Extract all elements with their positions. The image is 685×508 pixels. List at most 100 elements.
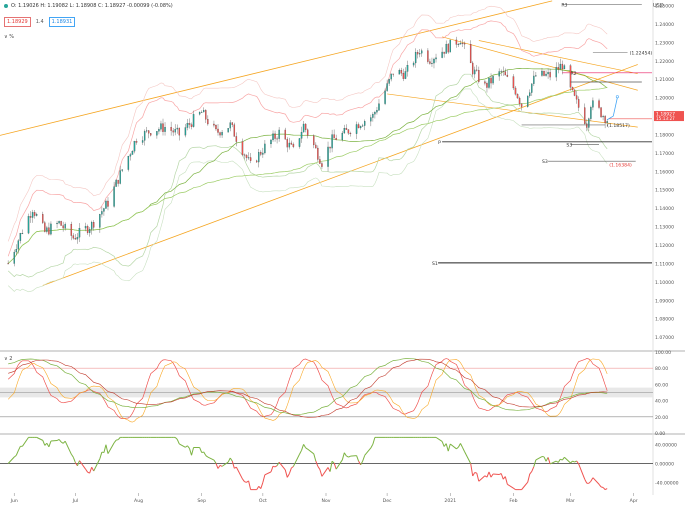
candle-body-152 bbox=[443, 51, 445, 54]
candle-body-14 bbox=[48, 227, 50, 235]
candle-body-207 bbox=[600, 107, 602, 118]
candle-body-15 bbox=[50, 223, 52, 235]
candle-body-75 bbox=[221, 132, 223, 136]
last-price-countdown: 15:13:27 bbox=[656, 116, 675, 121]
candle-body-87 bbox=[258, 152, 260, 163]
price-tick-label-9: 1.16000 bbox=[655, 169, 674, 175]
momentum-segment-165 bbox=[476, 473, 480, 482]
candle-body-128 bbox=[374, 112, 376, 115]
candle-body-37 bbox=[115, 179, 117, 187]
momentum-segment-31 bbox=[93, 458, 101, 472]
candle-body-120 bbox=[349, 133, 352, 134]
momentum-segment-185 bbox=[533, 459, 537, 467]
candle-body-125 bbox=[364, 121, 366, 126]
candle-body-168 bbox=[488, 77, 490, 88]
price-tick-label-0: 1.25000 bbox=[655, 4, 674, 10]
x-tick-label-7: 2021 bbox=[444, 498, 456, 504]
momentum-segment-25 bbox=[76, 460, 80, 466]
candle-body-42 bbox=[129, 154, 132, 157]
candle-body-36 bbox=[113, 186, 115, 207]
candle-body-121 bbox=[355, 124, 358, 134]
stoch-panel-toggle[interactable]: ∨ 2 bbox=[4, 356, 13, 362]
candle-body-105 bbox=[306, 129, 309, 136]
candle-body-30 bbox=[93, 222, 95, 228]
candle-body-172 bbox=[500, 71, 502, 72]
momentum-segment-89 bbox=[260, 482, 264, 489]
candle-body-84 bbox=[247, 157, 250, 159]
price-tick-label-14: 1.11000 bbox=[655, 261, 674, 267]
candle-body-148 bbox=[431, 62, 433, 64]
candle-body-123 bbox=[359, 126, 362, 129]
candle-body-41 bbox=[127, 156, 130, 170]
momentum-segment-65 bbox=[191, 447, 195, 456]
candle-body-193 bbox=[559, 63, 562, 70]
momentum-segment-74 bbox=[217, 465, 221, 469]
candle-body-11 bbox=[42, 214, 44, 223]
momentum-segment-128 bbox=[372, 437, 376, 445]
candle-body-201 bbox=[584, 107, 586, 124]
candle-body-92 bbox=[272, 133, 274, 141]
momentum-segment-209 bbox=[602, 487, 606, 490]
candle-body-127 bbox=[372, 114, 374, 118]
momentum-segment-116 bbox=[335, 459, 343, 470]
momentum-segment-166 bbox=[478, 475, 486, 482]
candle-body-178 bbox=[516, 94, 519, 99]
momentum-segment-126 bbox=[364, 447, 372, 456]
candle-body-7 bbox=[29, 216, 32, 218]
momentum-segment-78 bbox=[229, 457, 233, 462]
momentum-segment-183 bbox=[529, 471, 533, 475]
candle-body-64 bbox=[190, 124, 193, 127]
candle-body-54 bbox=[162, 123, 164, 132]
candle-body-56 bbox=[170, 127, 172, 131]
candle-body-59 bbox=[176, 127, 178, 130]
candle-body-147 bbox=[429, 61, 431, 64]
candle-body-45 bbox=[135, 141, 138, 143]
momentum-segment-191 bbox=[549, 460, 557, 465]
momentum-segment-107 bbox=[313, 453, 317, 462]
momentum-segment-124 bbox=[360, 460, 364, 466]
ask-badge[interactable]: 1.18931 bbox=[48, 17, 76, 27]
candle-body-21 bbox=[70, 224, 73, 236]
momentum-segment-92 bbox=[270, 466, 274, 473]
momentum-segment-101 bbox=[292, 453, 300, 467]
momentum-segment-208 bbox=[600, 486, 604, 488]
momentum-segment-108 bbox=[315, 460, 319, 467]
momentum-segment-170 bbox=[490, 473, 494, 478]
stoch-tick-label-5: 0.00 bbox=[655, 431, 665, 437]
momentum-segment-173 bbox=[500, 473, 504, 480]
candle-body-129 bbox=[376, 110, 378, 113]
candle-body-169 bbox=[490, 77, 492, 84]
candle-body-199 bbox=[575, 95, 578, 100]
momentum-segment-22 bbox=[70, 453, 74, 458]
candle-body-161 bbox=[469, 44, 472, 64]
momentum-segment-125 bbox=[362, 455, 366, 462]
projection-arrow-path bbox=[606, 97, 618, 121]
candle-body-110 bbox=[321, 163, 323, 167]
momentum-segment-206 bbox=[592, 477, 600, 485]
momentum-segment-76 bbox=[221, 461, 229, 467]
indicator-toggle[interactable]: ∨ % bbox=[4, 34, 14, 40]
momentum-segment-12 bbox=[42, 440, 46, 446]
x-tick-label-3: Sep bbox=[197, 498, 206, 504]
candle-body-47 bbox=[143, 131, 146, 141]
envelope-upper-band bbox=[7, 5, 608, 242]
bollinger-lower-band bbox=[7, 73, 608, 278]
momentum-segment-110 bbox=[319, 469, 323, 477]
candle-body-107 bbox=[315, 144, 317, 149]
candle-body-109 bbox=[319, 159, 321, 164]
moving-average-100 bbox=[7, 87, 608, 264]
candle-body-104 bbox=[304, 123, 307, 130]
candle-body-53 bbox=[160, 123, 162, 130]
momentum-segment-158 bbox=[457, 443, 461, 448]
momentum-segment-93 bbox=[272, 465, 276, 468]
momentum-segment-21 bbox=[64, 440, 72, 455]
momentum-segment-177 bbox=[513, 487, 516, 491]
bid-badge[interactable]: 1.18929 bbox=[4, 17, 31, 27]
candle-body-117 bbox=[343, 128, 346, 134]
candle-body-177 bbox=[514, 87, 517, 95]
momentum-segment-85 bbox=[248, 480, 252, 490]
candle-body-195 bbox=[563, 65, 566, 70]
candle-body-185 bbox=[535, 75, 537, 77]
momentum-segment-205 bbox=[590, 477, 594, 482]
